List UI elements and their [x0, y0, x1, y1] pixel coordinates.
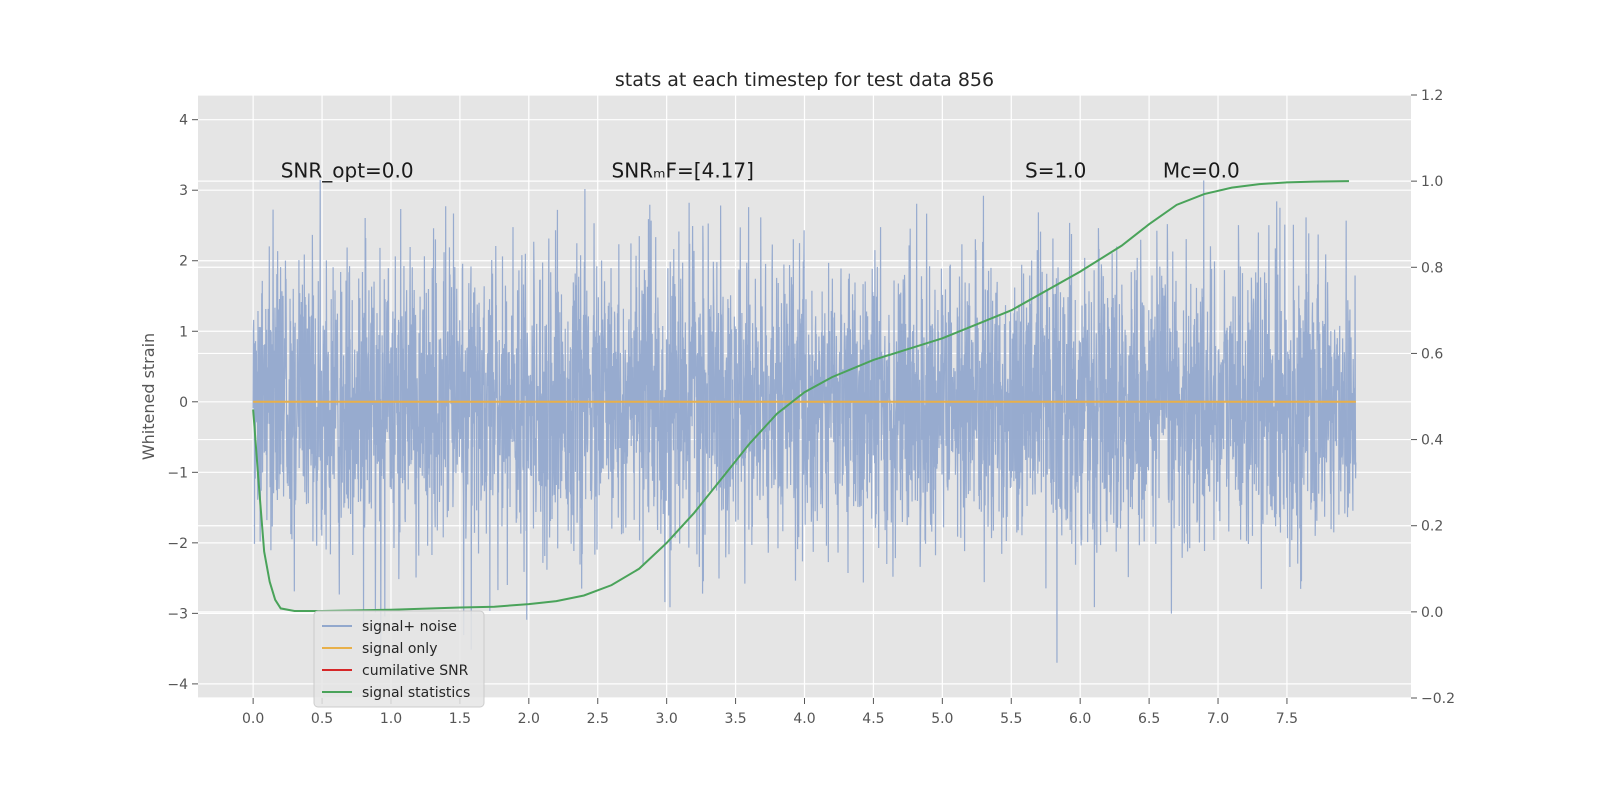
series-layer	[252, 179, 1357, 663]
x-tick-label: 6.0	[1069, 711, 1091, 727]
y-tick-label: 2	[179, 254, 188, 270]
x-tick-label: 3.0	[656, 711, 678, 727]
left-axis: −4 −3 −2 −1 0 1 2 3 4	[167, 113, 198, 693]
series-line-3	[252, 180, 1349, 612]
y-tick-label: 0	[179, 395, 188, 411]
y-tick-label: 1	[179, 324, 188, 340]
annotation-0: SNR_opt=0.0	[281, 159, 414, 183]
x-tick-label: 0.0	[242, 711, 264, 727]
y2-tick-label: 0.4	[1421, 433, 1443, 449]
y2-tick-label: 0.6	[1421, 346, 1443, 362]
y2-tick-label: 1.2	[1421, 88, 1443, 104]
series-signal-noise-line	[252, 179, 1357, 663]
right-axis: −0.2 0.0 0.2 0.4 0.6 0.8 1.0 1.2	[1411, 88, 1455, 707]
y2-tick-label: −0.2	[1421, 691, 1455, 707]
annotation-1: SNRₘF=[4.17]	[612, 159, 754, 183]
y-tick-label: −1	[167, 465, 188, 481]
y2-tick-label: 0.8	[1421, 260, 1443, 276]
annotation-3: Mᴄ=0.0	[1163, 159, 1240, 183]
y2-tick-label: 1.0	[1421, 174, 1443, 190]
x-tick-label: 7.5	[1276, 711, 1298, 727]
x-tick-label: 6.5	[1138, 711, 1160, 727]
annotation-2: S=1.0	[1025, 159, 1086, 183]
x-tick-label: 4.0	[793, 711, 815, 727]
y-axis-label: Whitened strain	[139, 333, 158, 460]
x-tick-label: 2.0	[518, 711, 540, 727]
legend-box	[313, 610, 485, 708]
x-tick-label: 5.5	[1000, 711, 1022, 727]
y2-tick-label: 0.0	[1421, 605, 1443, 621]
chart-title: stats at each timestep for test data 856	[615, 69, 994, 91]
x-tick-label: 3.5	[724, 711, 746, 727]
x-tick-label: 2.5	[587, 711, 609, 727]
legend-label: cumilative SNR	[362, 663, 469, 679]
y2-tick-label: 0.2	[1421, 519, 1443, 535]
legend-label: signal statistics	[362, 685, 470, 701]
y-tick-label: −3	[167, 606, 188, 622]
x-tick-label: 1.0	[380, 711, 402, 727]
legend: signal+ noise signal only cumilative SNR si…	[313, 610, 485, 708]
legend-label: signal+ noise	[362, 619, 457, 635]
x-tick-label: 0.5	[311, 711, 333, 727]
y-tick-label: −4	[167, 677, 188, 693]
x-tick-label: 1.5	[449, 711, 471, 727]
x-tick-label: 5.0	[931, 711, 953, 727]
x-tick-label: 4.5	[862, 711, 884, 727]
annotations: SNR_opt=0.0 SNRₘF=[4.17] S=1.0 Mᴄ=0.0	[281, 159, 1240, 183]
y-tick-label: 4	[179, 113, 188, 129]
y-tick-label: −2	[167, 536, 188, 552]
legend-label: signal only	[362, 641, 437, 657]
bottom-axis: 0.0 0.5 1.0 1.5 2.0 2.5 3.0 3.5 4.0 4.5 5.0 5.5 6.0 6…	[242, 698, 1298, 727]
y-tick-label: 3	[179, 183, 188, 199]
x-tick-label: 7.0	[1207, 711, 1229, 727]
